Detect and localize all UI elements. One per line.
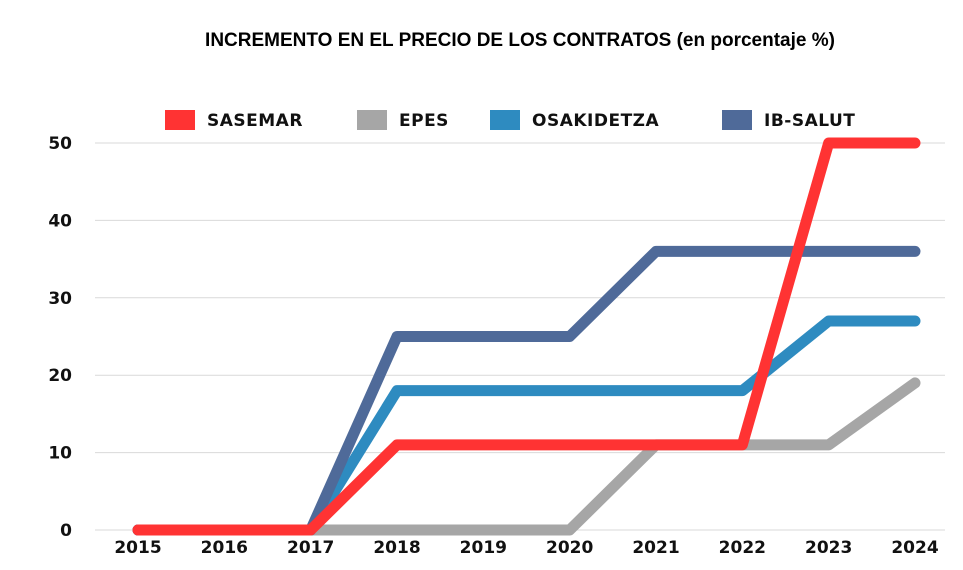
legend: SASEMAR EPES OSAKIDETZA IB-SALUT (165, 110, 855, 131)
y-axis-ticks: 0 10 20 30 40 50 (48, 134, 72, 541)
legend-label: IB-SALUT (764, 111, 855, 131)
x-tick-label: 2015 (114, 538, 161, 558)
series-line-sasemar (132, 137, 921, 536)
y-tick-label: 10 (48, 444, 72, 464)
x-tick-label: 2020 (546, 538, 593, 558)
legend-swatch-osakidetza (490, 110, 520, 130)
x-tick-label: 2021 (632, 538, 679, 558)
legend-label: SASEMAR (207, 111, 303, 131)
series-line-epes (132, 377, 921, 536)
series-lines (132, 137, 921, 536)
x-tick-label: 2023 (805, 538, 852, 558)
x-tick-label: 2016 (201, 538, 248, 558)
x-tick-label: 2017 (287, 538, 334, 558)
y-tick-label: 20 (48, 366, 72, 386)
series-line-osakidetza (132, 315, 921, 536)
chart-title: INCREMENTO EN EL PRECIO DE LOS CONTRATOS… (205, 30, 835, 51)
y-tick-label: 0 (60, 521, 72, 541)
x-axis-ticks: 2015 2016 2017 2018 2019 2020 2021 2022 2023 2024 (114, 538, 938, 558)
legend-label: EPES (399, 111, 449, 131)
x-tick-label: 2022 (719, 538, 766, 558)
y-tick-label: 40 (48, 211, 72, 231)
x-tick-label: 2019 (460, 538, 507, 558)
legend-swatch-sasemar (165, 110, 195, 130)
y-tick-label: 50 (48, 134, 72, 154)
legend-swatch-ib-salut (722, 110, 752, 130)
x-tick-label: 2018 (373, 538, 420, 558)
legend-swatch-epes (357, 110, 387, 130)
x-tick-label: 2024 (891, 538, 938, 558)
y-tick-label: 30 (48, 289, 72, 309)
legend-label: OSAKIDETZA (532, 111, 659, 131)
